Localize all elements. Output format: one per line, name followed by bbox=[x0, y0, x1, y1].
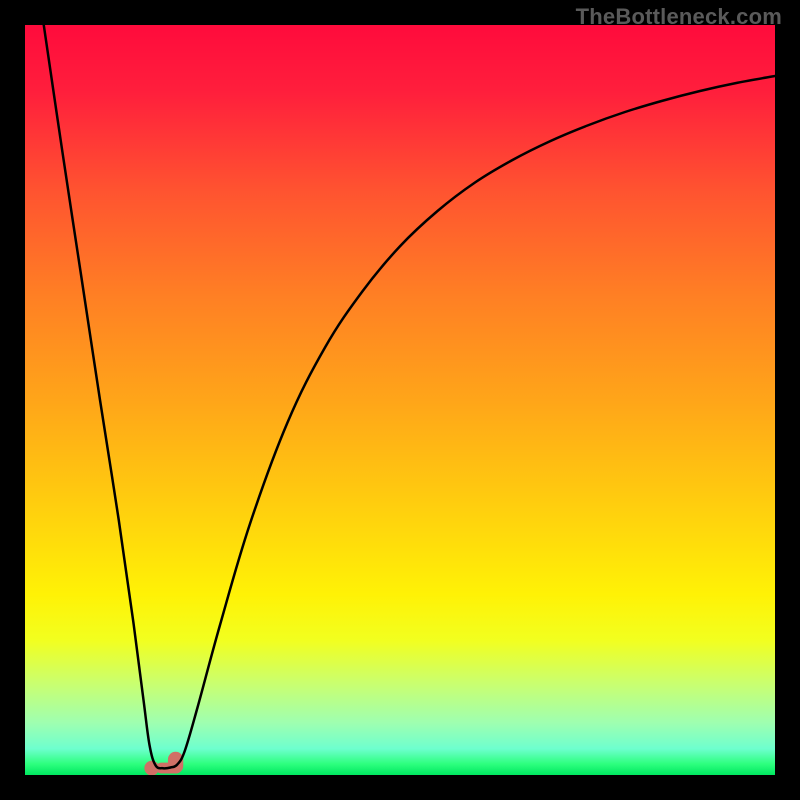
chart-frame: TheBottleneck.com bbox=[0, 0, 800, 800]
plot-area bbox=[25, 25, 775, 775]
chart-svg bbox=[25, 25, 775, 775]
